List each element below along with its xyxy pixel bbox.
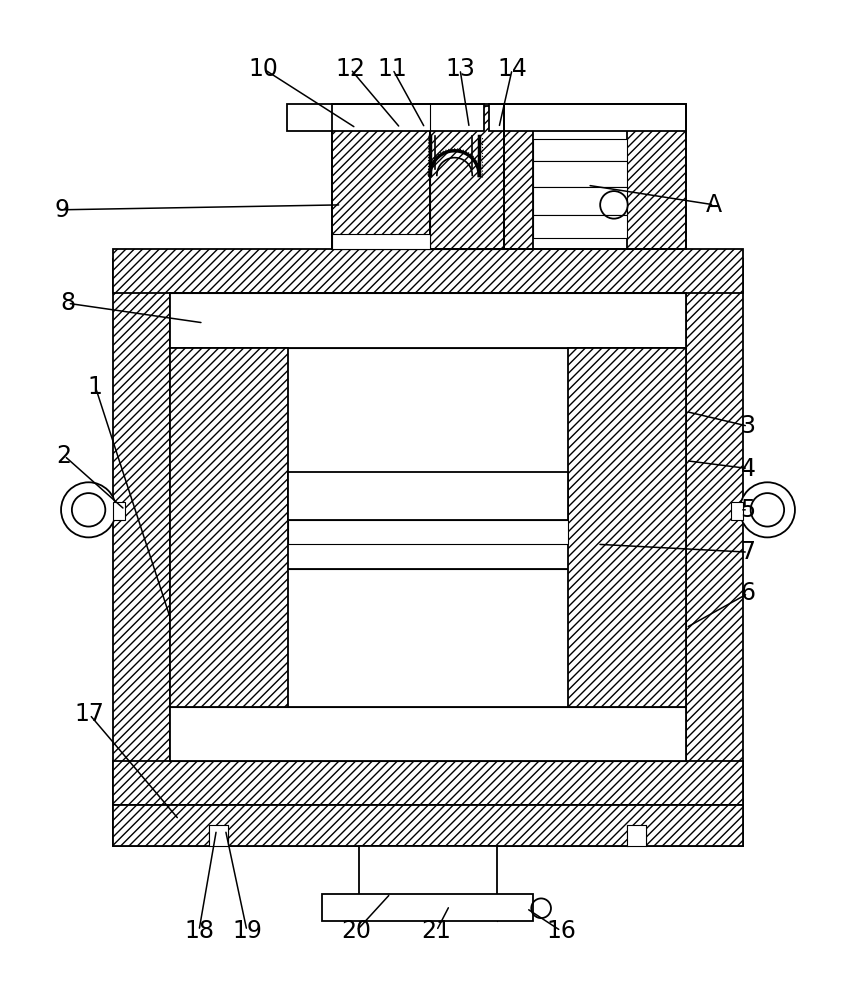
Text: 1: 1 [88, 375, 103, 399]
Text: 10: 10 [249, 57, 279, 81]
Text: 7: 7 [740, 540, 756, 564]
Bar [331, 106, 430, 249]
Circle shape [751, 493, 784, 527]
Bar [170, 293, 686, 761]
Bar [113, 805, 743, 846]
Bar [288, 520, 568, 544]
Bar [113, 502, 125, 520]
Bar [627, 825, 646, 846]
Text: 11: 11 [377, 57, 407, 81]
Bar [113, 761, 743, 805]
Text: 14: 14 [497, 57, 527, 81]
Text: 13: 13 [445, 57, 475, 81]
Bar [533, 215, 627, 238]
Bar [627, 106, 686, 249]
Text: 16: 16 [546, 919, 576, 943]
Bar [489, 104, 686, 131]
Circle shape [740, 482, 795, 537]
Text: 12: 12 [336, 57, 366, 81]
Bar [170, 520, 686, 569]
Bar [533, 161, 627, 187]
Text: 4: 4 [740, 457, 756, 481]
Text: 17: 17 [74, 702, 104, 726]
Bar [360, 846, 496, 905]
Bar [430, 106, 503, 249]
Text: 5: 5 [740, 498, 756, 522]
Bar [170, 293, 686, 348]
Bar [503, 104, 686, 249]
Text: 18: 18 [184, 919, 214, 943]
Bar [113, 249, 743, 293]
Bar [113, 805, 743, 846]
Text: 2: 2 [56, 444, 72, 468]
Bar [533, 187, 627, 215]
Bar [331, 104, 503, 249]
Text: 21: 21 [421, 919, 451, 943]
Bar [288, 104, 484, 131]
Text: 9: 9 [54, 198, 69, 222]
Bar [686, 259, 743, 805]
Bar [170, 707, 686, 761]
Bar [170, 348, 288, 707]
Text: 3: 3 [740, 414, 756, 438]
Text: A: A [706, 193, 722, 217]
Bar [731, 502, 743, 520]
Circle shape [72, 493, 105, 527]
Bar [503, 106, 533, 249]
Bar [568, 348, 686, 707]
Bar [288, 472, 568, 520]
Bar [322, 894, 533, 921]
Text: 20: 20 [342, 919, 372, 943]
Text: 8: 8 [60, 291, 75, 315]
Bar [209, 825, 229, 846]
Bar [113, 259, 170, 805]
Circle shape [61, 482, 116, 537]
Bar [331, 234, 430, 249]
Text: 19: 19 [232, 919, 262, 943]
Text: 6: 6 [740, 581, 756, 605]
Bar [533, 139, 627, 161]
